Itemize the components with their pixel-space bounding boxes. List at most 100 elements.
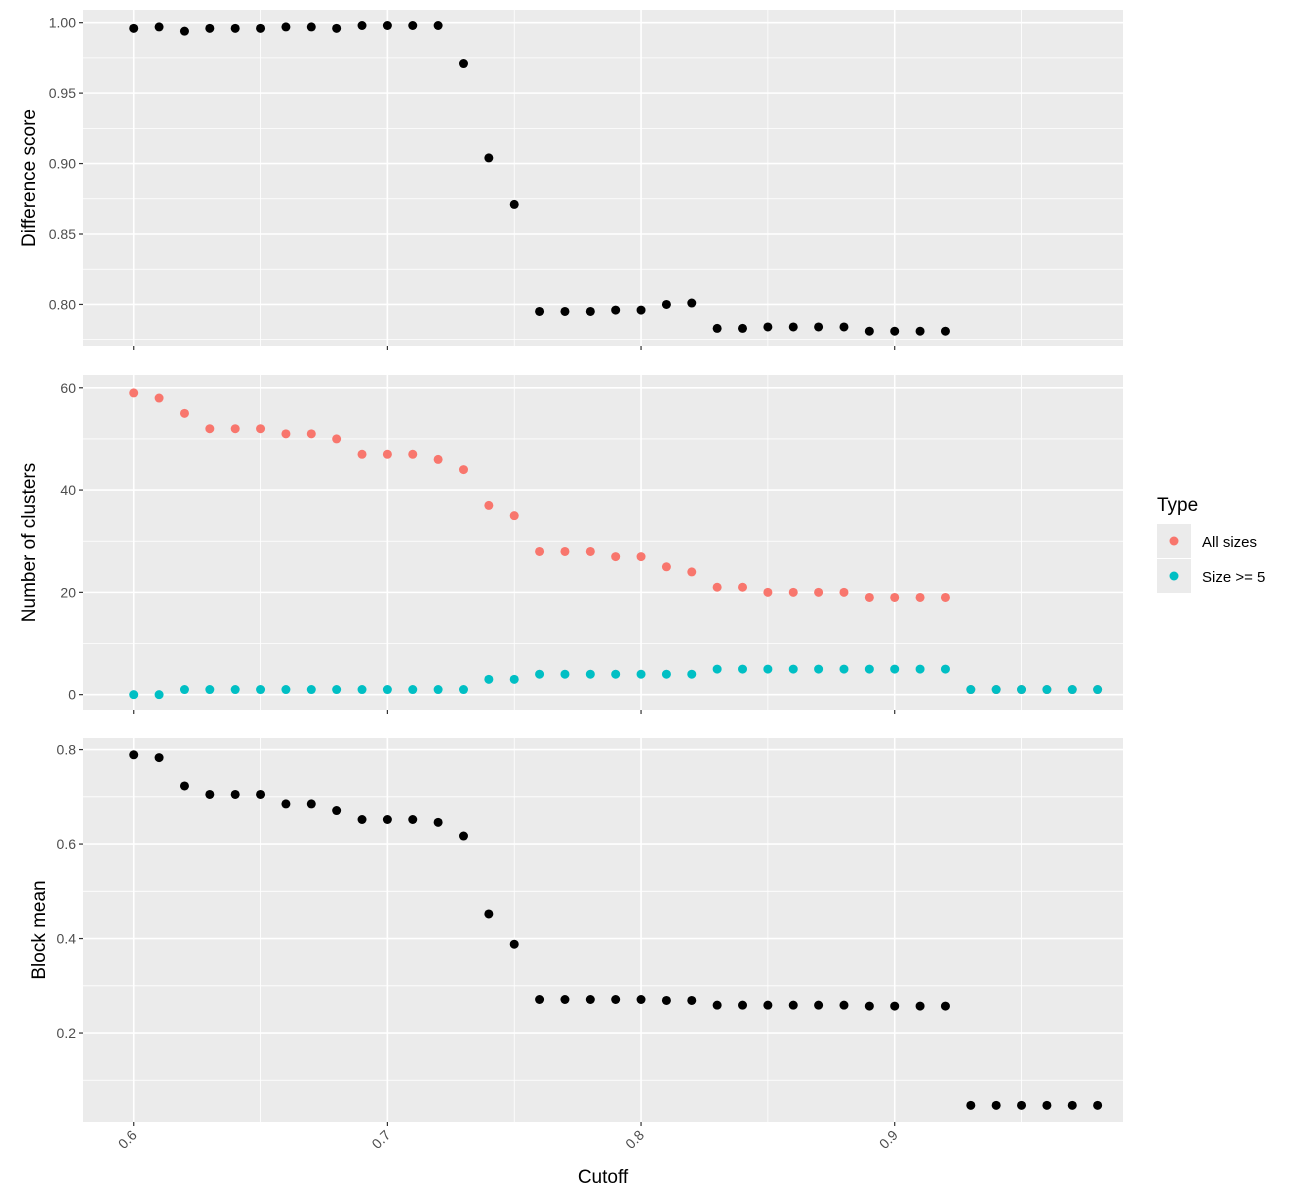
data-point	[230, 23, 240, 33]
data-point	[535, 994, 545, 1004]
data-point	[814, 322, 824, 332]
data-point	[179, 26, 189, 36]
data-point	[738, 664, 748, 674]
data-point	[611, 669, 621, 679]
y-axis-title: Difference score	[19, 109, 40, 247]
data-point	[332, 685, 342, 695]
data-point	[458, 685, 468, 695]
data-point	[738, 323, 748, 333]
y-tick-label: 0.80	[49, 296, 76, 312]
data-point	[966, 685, 976, 695]
data-point	[205, 424, 215, 434]
y-axis-title: Number of clusters	[19, 463, 40, 622]
data-point	[661, 669, 671, 679]
data-point	[408, 20, 418, 30]
data-point	[839, 1000, 849, 1010]
data-point	[458, 831, 468, 841]
data-point	[129, 388, 139, 398]
data-point	[230, 685, 240, 695]
data-point	[915, 326, 925, 336]
data-point	[357, 449, 367, 459]
data-point	[763, 1000, 773, 1010]
data-point	[281, 685, 291, 695]
data-point	[1017, 685, 1027, 695]
y-tick-label: 0	[68, 687, 76, 703]
data-point	[940, 592, 950, 602]
data-point	[1042, 685, 1052, 695]
data-point	[433, 454, 443, 464]
data-point	[535, 306, 545, 316]
y-tick-label: 0.85	[49, 226, 76, 242]
data-point	[408, 685, 418, 695]
legend-label-all-sizes: All sizes	[1202, 534, 1257, 551]
data-point	[332, 23, 342, 33]
data-point	[915, 592, 925, 602]
data-point	[560, 669, 570, 679]
data-point	[129, 690, 139, 700]
data-point	[687, 567, 697, 577]
data-point	[382, 814, 392, 824]
data-point	[179, 781, 189, 791]
data-point	[788, 322, 798, 332]
data-point	[433, 817, 443, 827]
data-point	[611, 305, 621, 315]
data-point	[382, 685, 392, 695]
data-point	[585, 306, 595, 316]
data-point	[864, 326, 874, 336]
y-tick-label: 0.2	[57, 1025, 77, 1041]
data-point	[357, 685, 367, 695]
data-point	[687, 298, 697, 308]
data-point	[154, 690, 164, 700]
data-point	[814, 587, 824, 597]
data-point	[1017, 1100, 1027, 1110]
data-point	[332, 434, 342, 444]
data-point	[788, 664, 798, 674]
data-point	[205, 789, 215, 799]
legend-key-all-sizes	[1169, 536, 1179, 546]
data-point	[179, 685, 189, 695]
data-point	[357, 814, 367, 824]
data-point	[484, 909, 494, 919]
data-point	[940, 664, 950, 674]
data-point	[712, 664, 722, 674]
data-point	[712, 582, 722, 592]
data-point	[636, 994, 646, 1004]
data-point	[484, 674, 494, 684]
legend-title: Type	[1157, 495, 1198, 516]
data-point	[281, 22, 291, 32]
y-tick-label: 0.6	[57, 836, 77, 852]
data-point	[661, 995, 671, 1005]
data-point	[433, 20, 443, 30]
data-point	[382, 20, 392, 30]
data-point	[458, 59, 468, 69]
x-axis-title: Cutoff	[578, 1167, 629, 1188]
data-point	[509, 674, 519, 684]
panel-background	[83, 375, 1123, 710]
data-point	[839, 587, 849, 597]
data-point	[281, 799, 291, 809]
data-point	[129, 23, 139, 33]
data-point	[890, 664, 900, 674]
data-point	[129, 750, 139, 760]
data-point	[382, 449, 392, 459]
data-point	[585, 546, 595, 556]
legend-key-size-5	[1169, 571, 1179, 581]
data-point	[1067, 1100, 1077, 1110]
data-point	[864, 592, 874, 602]
panel-background	[83, 10, 1123, 346]
y-tick-label: 1.00	[49, 15, 76, 31]
data-point	[560, 546, 570, 556]
data-point	[205, 685, 215, 695]
data-point	[763, 587, 773, 597]
data-point	[306, 685, 316, 695]
data-point	[509, 511, 519, 521]
data-point	[864, 1001, 874, 1011]
data-point	[788, 587, 798, 597]
data-point	[991, 1100, 1001, 1110]
data-point	[256, 685, 266, 695]
series-block-mean	[129, 750, 1103, 1110]
y-tick-label: 40	[60, 482, 76, 498]
data-point	[814, 1000, 824, 1010]
data-point	[585, 669, 595, 679]
y-tick-label: 0.95	[49, 85, 76, 101]
